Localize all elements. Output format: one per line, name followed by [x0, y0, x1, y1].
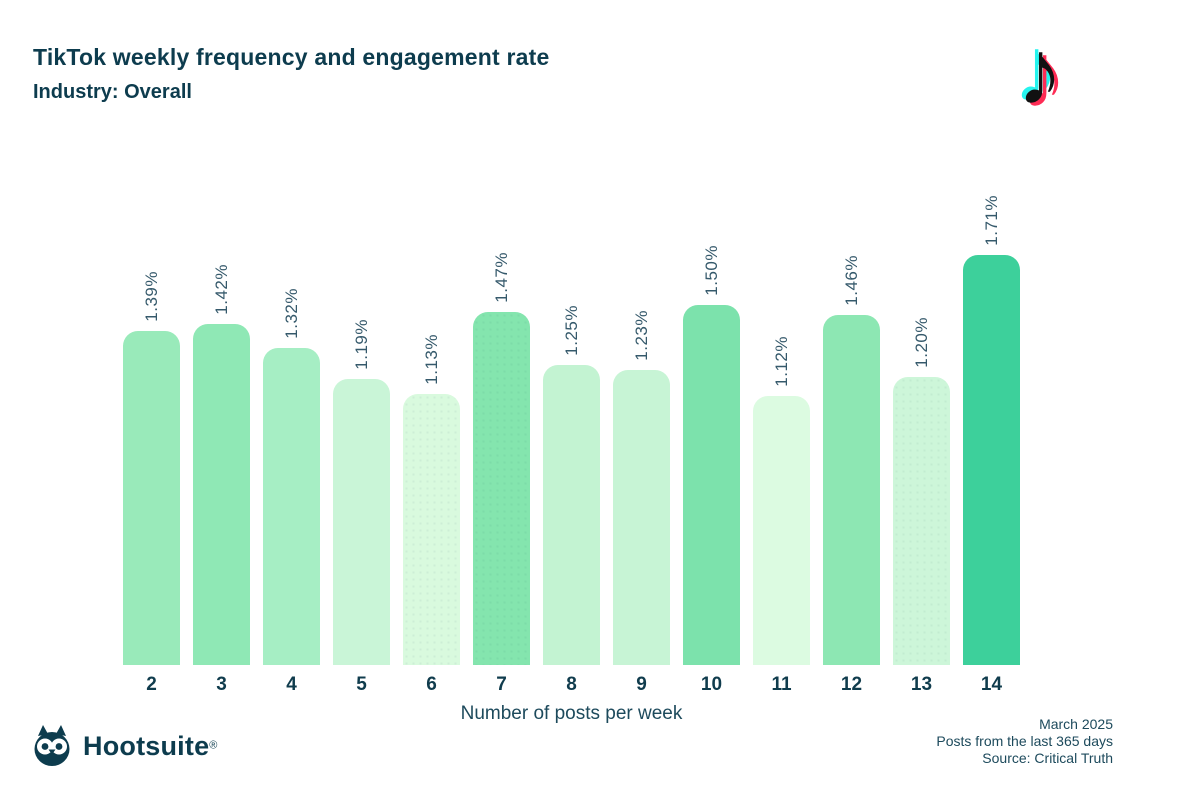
- bar-slot: 1.47%: [473, 187, 530, 665]
- bar-slot: 1.32%: [263, 187, 320, 665]
- x-tick-label: 2: [146, 674, 157, 695]
- bar-slot: 1.12%: [753, 187, 810, 665]
- source-info: March 2025 Posts from the last 365 days …: [936, 716, 1113, 767]
- bar-value-label: 1.42%: [211, 264, 231, 315]
- bar: [123, 331, 180, 665]
- bar: [753, 396, 810, 665]
- x-axis-ticks: 2 3 4 5 6 7 8 9 10 11 12 13 14: [123, 674, 1020, 696]
- bar-value-label: 1.39%: [141, 271, 161, 322]
- bar: [193, 324, 250, 665]
- bar-value-label: 1.46%: [841, 255, 861, 306]
- bar-chart: 1.39% 1.42% 1.32% 1.19% 1.13% 1.47% 1.25% 1.23%…: [123, 187, 1020, 725]
- x-tick-label: 10: [700, 674, 723, 695]
- source-line: Source: Critical Truth: [982, 750, 1113, 766]
- bar: [613, 370, 670, 665]
- registered-mark: ®: [209, 739, 218, 752]
- tiktok-logo: ♪ ♪ ♪: [985, 18, 1095, 128]
- bar-value-label: 1.12%: [771, 336, 791, 387]
- x-tick-label: 3: [216, 674, 227, 695]
- bar: [263, 348, 320, 665]
- bar: [333, 379, 390, 665]
- bar: [963, 255, 1020, 665]
- x-tick-label: 12: [840, 674, 863, 695]
- hootsuite-logo: Hootsuite®: [30, 724, 217, 768]
- bar-value-label: 1.32%: [281, 288, 301, 339]
- x-tick-label: 11: [771, 674, 792, 695]
- bar-slot: 1.25%: [543, 187, 600, 665]
- bar-value-label: 1.71%: [981, 195, 1001, 246]
- tiktok-note-pink-icon: ♪: [1021, 25, 1067, 127]
- bars-area: 1.39% 1.42% 1.32% 1.19% 1.13% 1.47% 1.25% 1.23%…: [123, 187, 1020, 665]
- tiktok-note-icon: ♪: [1017, 22, 1063, 124]
- x-tick-label: 8: [566, 674, 577, 695]
- bar-slot: 1.13%: [403, 187, 460, 665]
- bar-slot: 1.23%: [613, 187, 670, 665]
- bar: [543, 365, 600, 665]
- x-tick-label: 4: [286, 674, 297, 695]
- bar-value-label: 1.47%: [491, 252, 511, 303]
- page-subtitle: Industry: Overall: [33, 81, 192, 103]
- x-tick-label: 13: [910, 674, 933, 695]
- bar-slot: 1.42%: [193, 187, 250, 665]
- x-tick-label: 6: [426, 674, 437, 695]
- bar: [893, 377, 950, 665]
- bar-value-label: 1.19%: [351, 319, 371, 370]
- bar-slot: 1.39%: [123, 187, 180, 665]
- bar: [403, 394, 460, 665]
- bar: [823, 315, 880, 665]
- bar-slot: 1.19%: [333, 187, 390, 665]
- chart-header: TikTok weekly frequency and engagement r…: [33, 44, 549, 104]
- page-title: TikTok weekly frequency and engagement r…: [33, 44, 550, 70]
- bar: [683, 305, 740, 665]
- bar-value-label: 1.50%: [701, 245, 721, 296]
- bar-slot: 1.50%: [683, 187, 740, 665]
- source-line: March 2025: [1039, 716, 1113, 732]
- bar-value-label: 1.23%: [631, 310, 651, 361]
- bar-slot: 1.46%: [823, 187, 880, 665]
- x-tick-label: 14: [980, 674, 1003, 695]
- source-line: Posts from the last 365 days: [936, 733, 1113, 749]
- bar-slot: 1.71%: [963, 187, 1020, 665]
- brand-name: Hootsuite: [83, 730, 210, 761]
- bar-value-label: 1.25%: [561, 305, 581, 356]
- x-tick-label: 5: [356, 674, 367, 695]
- tiktok-note-cyan-icon: ♪: [1013, 19, 1059, 121]
- x-tick-label: 7: [496, 674, 507, 695]
- x-axis-title: Number of posts per week: [460, 703, 683, 724]
- bar-value-label: 1.20%: [911, 317, 931, 368]
- bar-slot: 1.20%: [893, 187, 950, 665]
- x-tick-label: 9: [636, 674, 647, 695]
- owl-icon: [34, 725, 70, 766]
- brand-wordmark: Hootsuite®: [83, 731, 217, 762]
- bar-value-label: 1.13%: [421, 334, 441, 385]
- bar: [473, 312, 530, 665]
